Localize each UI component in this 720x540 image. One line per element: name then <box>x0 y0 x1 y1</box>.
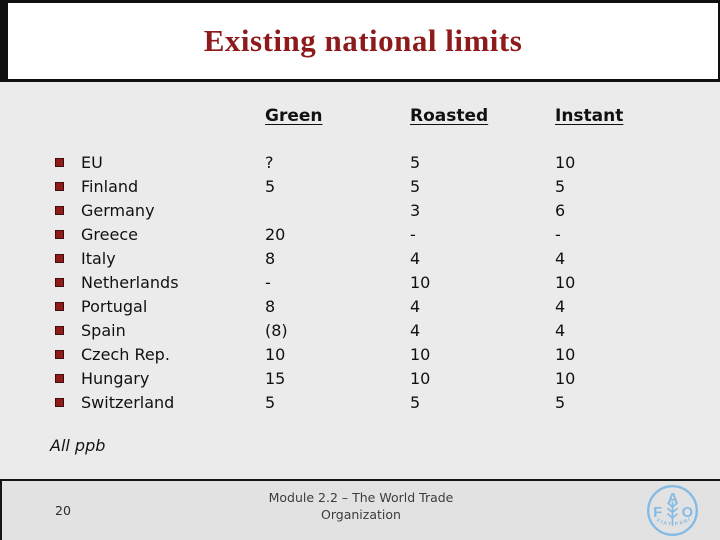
table-row: Switzerland 5 5 5 <box>0 390 720 414</box>
table-body: EU ? 5 10 Finland 5 5 5 Germany 3 6 Gree… <box>0 150 720 414</box>
logo-letter-f: F <box>653 505 662 521</box>
logo-letter-o: O <box>682 505 693 521</box>
roasted-value: 3 <box>410 200 421 220</box>
title-band: Existing national limits <box>0 0 720 82</box>
page-number: 20 <box>55 503 71 518</box>
bullet-square-icon <box>55 325 64 335</box>
roasted-value: 4 <box>410 296 421 316</box>
units-note: All ppb <box>50 436 106 455</box>
table-row: EU ? 5 10 <box>0 150 720 174</box>
country-label: Spain <box>81 320 126 340</box>
instant-value: 5 <box>555 392 566 412</box>
roasted-value: 5 <box>410 392 421 412</box>
roasted-value: - <box>410 224 416 244</box>
bullet-square-icon <box>55 181 64 191</box>
table-row: Netherlands - 10 10 <box>0 270 720 294</box>
bullet-square-icon <box>55 205 64 215</box>
instant-value: 10 <box>555 152 576 172</box>
country-label: Finland <box>81 176 139 196</box>
instant-value: 10 <box>555 368 576 388</box>
green-value: 5 <box>265 176 276 196</box>
instant-value: 6 <box>555 200 566 220</box>
green-value: 15 <box>265 368 286 388</box>
table-row: Portugal 8 4 4 <box>0 294 720 318</box>
instant-value: - <box>555 224 561 244</box>
column-header-green: Green <box>265 106 323 126</box>
country-label: Czech Rep. <box>81 344 170 364</box>
bullet-square-icon <box>55 253 64 263</box>
roasted-value: 4 <box>410 320 421 340</box>
page-title: Existing national limits <box>203 23 523 58</box>
green-value: 5 <box>265 392 276 412</box>
green-value: (8) <box>265 320 288 340</box>
table-row: Germany 3 6 <box>0 198 720 222</box>
instant-value: 10 <box>555 344 576 364</box>
bullet-square-icon <box>55 277 64 287</box>
country-label: Greece <box>81 224 138 244</box>
green-value: 20 <box>265 224 286 244</box>
table-row: Hungary 15 10 10 <box>0 366 720 390</box>
roasted-value: 5 <box>410 152 421 172</box>
green-value: 8 <box>265 248 276 268</box>
table-row: Greece 20 - - <box>0 222 720 246</box>
country-label: Germany <box>81 200 155 220</box>
country-label: Portugal <box>81 296 148 316</box>
logo-letter-a: A <box>667 491 678 507</box>
column-header-roasted: Roasted <box>410 106 489 126</box>
module-caption: Module 2.2 – The World Trade Organizatio… <box>2 489 720 523</box>
roasted-value: 5 <box>410 176 421 196</box>
module-caption-line1: Module 2.2 – The World Trade <box>268 490 454 505</box>
country-label: Netherlands <box>81 272 179 292</box>
instant-value: 4 <box>555 320 566 340</box>
roasted-value: 10 <box>410 272 431 292</box>
country-label: EU <box>81 152 103 172</box>
country-label: Switzerland <box>81 392 175 412</box>
table-header-row: Green Roasted Instant <box>0 103 720 129</box>
instant-value: 4 <box>555 248 566 268</box>
green-value: 8 <box>265 296 276 316</box>
bullet-square-icon <box>55 157 64 167</box>
roasted-value: 4 <box>410 248 421 268</box>
green-value: 10 <box>265 344 286 364</box>
bullet-square-icon <box>55 349 64 359</box>
roasted-value: 10 <box>410 344 431 364</box>
wheat-ear-icon <box>667 501 678 526</box>
table-row: Finland 5 5 5 <box>0 174 720 198</box>
fao-logo-icon: F A O FIAT PANIS <box>645 483 698 536</box>
bullet-square-icon <box>55 229 64 239</box>
green-value: ? <box>265 152 274 172</box>
table-row: Italy 8 4 4 <box>0 246 720 270</box>
bullet-square-icon <box>55 397 64 407</box>
footer: 20 Module 2.2 – The World Trade Organiza… <box>0 479 720 540</box>
bullet-square-icon <box>55 373 64 383</box>
table-row: Spain (8) 4 4 <box>0 318 720 342</box>
country-label: Italy <box>81 248 116 268</box>
country-label: Hungary <box>81 368 150 388</box>
limits-table: Green Roasted Instant EU ? 5 10 Finland … <box>0 82 720 414</box>
column-header-instant: Instant <box>555 106 624 126</box>
instant-value: 5 <box>555 176 566 196</box>
bullet-square-icon <box>55 301 64 311</box>
module-caption-line2: Organization <box>321 507 401 522</box>
instant-value: 10 <box>555 272 576 292</box>
green-value: - <box>265 272 271 292</box>
roasted-value: 10 <box>410 368 431 388</box>
instant-value: 4 <box>555 296 566 316</box>
table-row: Czech Rep. 10 10 10 <box>0 342 720 366</box>
